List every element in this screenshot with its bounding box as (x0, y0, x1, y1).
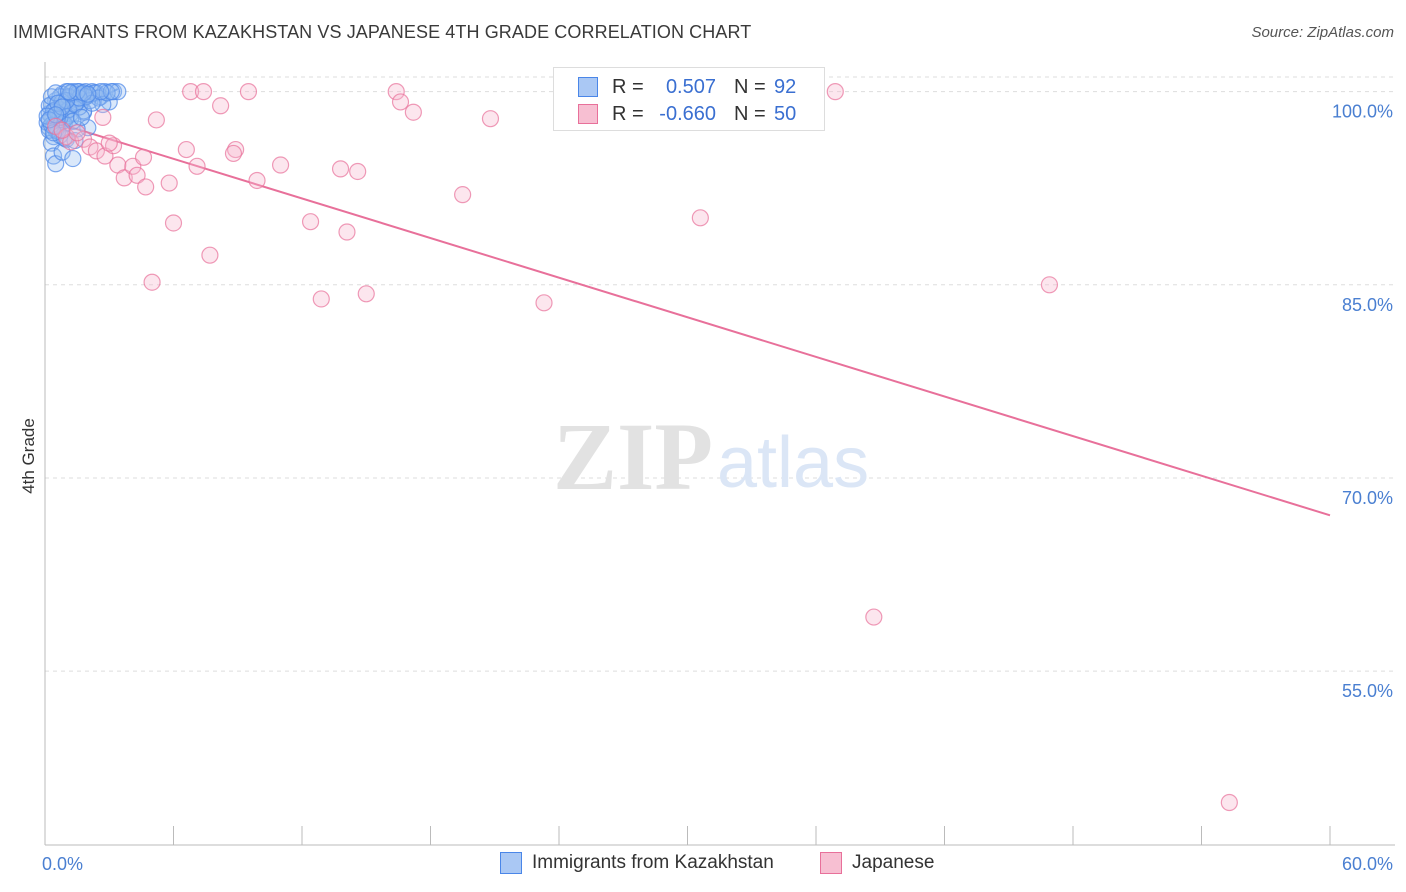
y-tick-label: 100.0% (1332, 102, 1393, 122)
japanese-point (826, 83, 844, 101)
legend-n-value: 50 (774, 102, 797, 125)
japanese-point (160, 174, 178, 192)
legend-r-label: R = (612, 102, 644, 125)
japanese-point (271, 156, 290, 174)
legend-n-value: 92 (774, 75, 797, 98)
watermark-zip: ZIP (553, 403, 713, 510)
japanese-point (224, 144, 243, 163)
bottom-legend-kazakhstan: Immigrants from Kazakhstan (500, 852, 774, 874)
japanese-point (182, 83, 200, 101)
legend-n-label: N = (734, 102, 766, 125)
kazakhstan-point (59, 83, 78, 101)
japanese-point (691, 209, 709, 227)
japanese-point (312, 290, 330, 308)
japanese-point (137, 178, 155, 196)
bottom-legend-swatch-japanese (820, 852, 842, 874)
correlation-legend: R = 0.507 N = 92 R = -0.660 N = 50 (553, 67, 825, 131)
tick-labels: 100.0% 85.0% 70.0% 55.0% 0.0% 60.0% (42, 102, 1393, 874)
y-tick-label: 55.0% (1342, 681, 1393, 701)
kazakhstan-point (72, 108, 91, 126)
japanese-point (331, 160, 350, 178)
bottom-legend-label-kazakhstan: Immigrants from Kazakhstan (532, 852, 774, 873)
japanese-point (134, 148, 153, 166)
japanese-point (87, 142, 106, 160)
y-tick-label: 85.0% (1342, 295, 1393, 315)
japanese-point (143, 273, 161, 291)
japanese-point (68, 124, 86, 142)
watermark: ZIP atlas (553, 403, 869, 510)
japanese-point (865, 608, 883, 626)
legend-r-label: R = (612, 75, 644, 98)
japanese-point (1220, 793, 1238, 812)
japanese-point (62, 133, 80, 151)
japanese-point (387, 83, 405, 101)
japanese-point (147, 111, 165, 129)
japanese-point (188, 157, 206, 175)
y-axis-label: 4th Grade (19, 418, 38, 494)
legend-n-label: N = (734, 75, 766, 98)
japanese-point (454, 186, 472, 204)
axes (44, 62, 1395, 846)
japanese-point (349, 162, 367, 181)
japanese-point (535, 294, 553, 312)
japanese-point (357, 285, 375, 303)
data-points (38, 83, 1238, 812)
bottom-legend-swatch-kazakhstan (500, 852, 522, 874)
japanese-point (1040, 276, 1059, 294)
legend-r-value: -0.660 (659, 102, 716, 125)
japanese-point (201, 246, 219, 264)
japanese-point (301, 213, 320, 231)
japanese-point (404, 103, 422, 121)
legend-row-kazakhstan: R = 0.507 N = 92 (578, 74, 796, 100)
bottom-legend-japanese: Japanese (820, 852, 934, 874)
trendline-japanese (55, 121, 1331, 517)
kazakhstan-point (64, 149, 82, 168)
japanese-point (194, 83, 213, 101)
japanese-point (391, 93, 410, 111)
x-tick-label: 0.0% (42, 854, 83, 874)
gridlines (45, 76, 1395, 672)
chart-title: IMMIGRANTS FROM KAZAKHSTAN VS JAPANESE 4… (13, 22, 752, 42)
y-tick-label: 70.0% (1342, 488, 1393, 508)
japanese-point (128, 166, 146, 184)
japanese-point (177, 140, 195, 159)
japanese-point (212, 97, 230, 115)
kazakhstan-point (79, 85, 97, 103)
legend-swatch-japanese (578, 104, 598, 124)
legend-r-value: 0.507 (665, 75, 716, 98)
japanese-point (53, 121, 71, 139)
japanese-point (239, 83, 258, 101)
legend-row-japanese: R = -0.660 N = 50 (578, 101, 796, 127)
japanese-point (100, 134, 118, 152)
source-label: Source: ZipAtlas.com (1251, 24, 1394, 41)
legend-swatch-kazakhstan (578, 77, 598, 97)
japanese-point (94, 108, 112, 126)
japanese-point (164, 214, 183, 232)
bottom-legend-label-japanese: Japanese (852, 852, 935, 873)
watermark-atlas: atlas (717, 423, 869, 503)
japanese-point (338, 223, 356, 241)
kazakhstan-point (92, 83, 110, 101)
japanese-point (248, 171, 266, 190)
x-tick-label: 60.0% (1342, 854, 1393, 874)
japanese-point (481, 110, 500, 128)
japanese-point (115, 169, 133, 187)
